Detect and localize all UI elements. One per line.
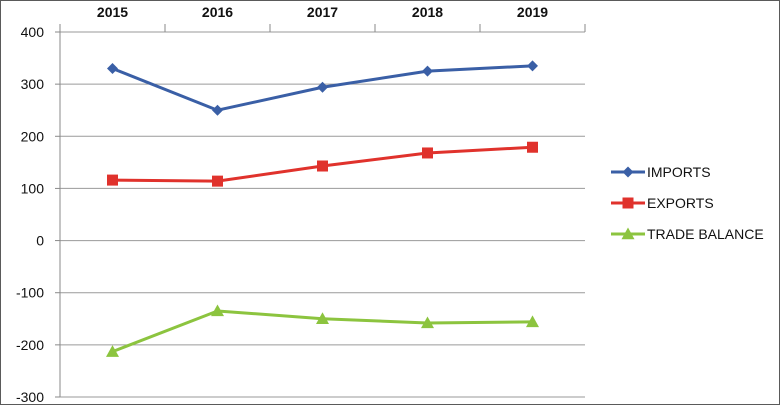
data-point <box>316 312 329 324</box>
x-tick-label: 2018 <box>412 4 443 20</box>
y-tick-label: -300 <box>16 389 44 405</box>
y-tick-label: -100 <box>16 285 44 301</box>
data-point <box>527 60 538 72</box>
legend-label: EXPORTS <box>647 195 714 211</box>
x-tick-label: 2015 <box>97 4 128 20</box>
legend-item: EXPORTS <box>611 195 714 211</box>
data-point <box>526 315 539 328</box>
data-point <box>211 304 224 317</box>
x-tick-label: 2016 <box>202 4 233 20</box>
legend-item: IMPORTS <box>611 164 711 180</box>
legend-item: TRADE BALANCE <box>611 226 764 242</box>
axes: 400 300 200 100 0 -100 -200 -300 2015 2016 2017 201… <box>16 4 586 405</box>
series-imports <box>107 60 538 116</box>
data-point <box>212 104 223 116</box>
data-point <box>212 175 223 187</box>
data-point <box>421 316 434 329</box>
y-tick-label: 400 <box>21 24 45 40</box>
data-point <box>106 345 119 357</box>
gridlines <box>60 31 585 398</box>
data-point <box>317 160 328 172</box>
data-point <box>422 147 433 159</box>
legend-marker <box>621 227 635 240</box>
series-group <box>106 60 539 357</box>
series-trade-balance <box>106 304 539 357</box>
y-tick-label: 200 <box>21 128 45 144</box>
data-point <box>107 63 118 74</box>
legend-label: IMPORTS <box>647 164 711 180</box>
y-tick-label: 0 <box>36 233 44 249</box>
y-tick-label: 300 <box>21 76 45 92</box>
data-point <box>422 65 433 77</box>
legend-marker <box>622 197 634 209</box>
x-tick-label: 2019 <box>517 4 548 20</box>
x-tick-label: 2017 <box>307 4 338 20</box>
legend-marker <box>622 166 634 178</box>
y-tick-label: 100 <box>21 180 45 196</box>
data-point <box>317 81 328 93</box>
series-exports <box>107 141 538 187</box>
legend: IMPORTS EXPORTS TRADE BALANCE <box>611 164 764 242</box>
data-point <box>527 141 538 153</box>
data-point <box>107 174 118 186</box>
y-tick-label: -200 <box>16 337 44 353</box>
legend-label: TRADE BALANCE <box>647 226 764 242</box>
